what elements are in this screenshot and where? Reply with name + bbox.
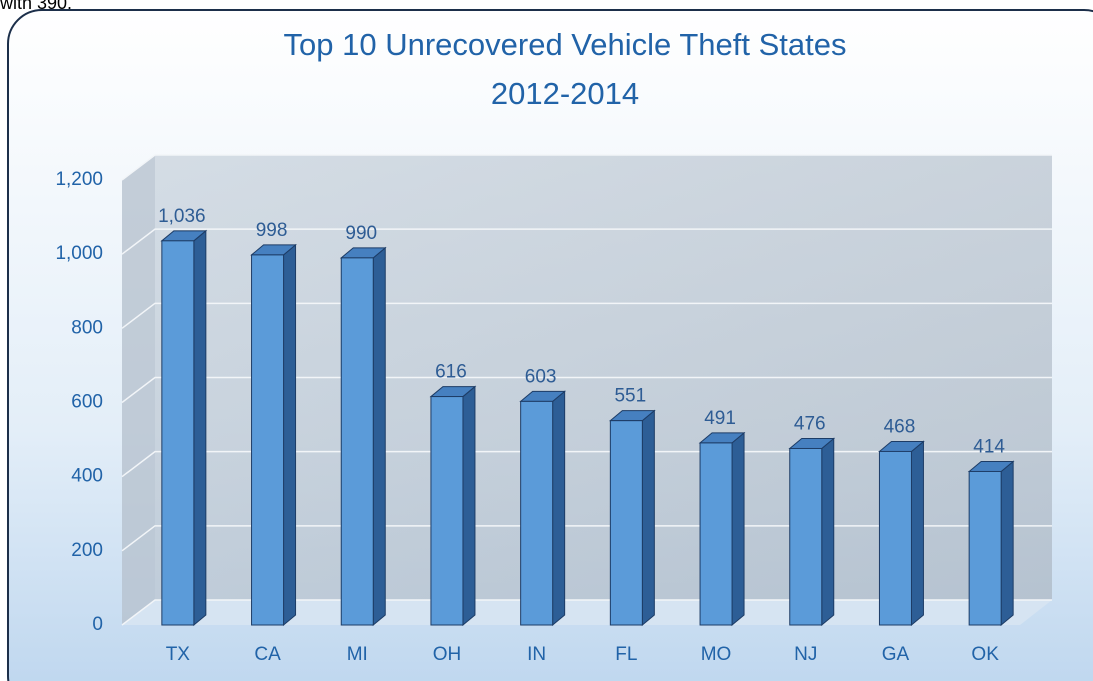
bar-side	[194, 231, 206, 625]
y-tick-label: 0	[92, 614, 103, 635]
bar-side	[1001, 461, 1013, 625]
y-tick-label: 600	[71, 392, 103, 413]
y-tick-label: 400	[71, 466, 103, 487]
value-label: 476	[794, 413, 826, 434]
value-label: 1,036	[158, 206, 206, 227]
x-tick-label: IN	[527, 644, 546, 665]
bar-side	[284, 245, 296, 625]
chart-title: Top 10 Unrecovered Vehicle Theft States	[284, 27, 847, 62]
bar	[341, 258, 373, 625]
chart: with 390. Top 10 Unrecovered Vehicle The…	[0, 0, 1093, 681]
x-tick-label: GA	[882, 644, 910, 665]
x-tick-label: FL	[615, 644, 637, 665]
y-tick-label: 800	[71, 317, 103, 338]
bar	[252, 255, 284, 625]
bar	[790, 448, 822, 625]
bar	[879, 451, 911, 625]
value-label: 491	[704, 408, 736, 429]
bar	[700, 443, 732, 625]
bar	[610, 421, 642, 625]
value-label: 603	[525, 366, 557, 387]
value-label: 998	[256, 220, 288, 241]
x-tick-label: OH	[433, 644, 462, 665]
y-tick-label: 1,200	[55, 169, 103, 190]
bar-side	[553, 391, 565, 625]
x-tick-label: MI	[347, 644, 368, 665]
x-tick-label: OK	[971, 644, 999, 665]
x-tick-label: TX	[166, 644, 191, 665]
bar	[521, 401, 553, 625]
bar	[969, 471, 1001, 625]
value-label: 616	[435, 362, 467, 383]
bar-side	[822, 438, 834, 625]
bar-side	[642, 411, 654, 625]
y-tick-label: 200	[71, 540, 103, 561]
bar-side	[463, 387, 475, 625]
y-tick-label: 1,000	[55, 243, 103, 264]
x-tick-label: MO	[701, 644, 732, 665]
value-label: 990	[345, 223, 377, 244]
x-tick-label: NJ	[794, 644, 817, 665]
x-tick-label: CA	[254, 644, 281, 665]
bar	[431, 397, 463, 625]
value-label: 468	[884, 416, 916, 437]
bar	[162, 241, 194, 625]
bar-side	[732, 433, 744, 625]
bar-side	[373, 248, 385, 625]
bar-side	[911, 441, 923, 625]
value-label: 551	[614, 386, 646, 407]
chart-subtitle: 2012-2014	[491, 76, 639, 111]
value-label: 414	[973, 436, 1005, 457]
